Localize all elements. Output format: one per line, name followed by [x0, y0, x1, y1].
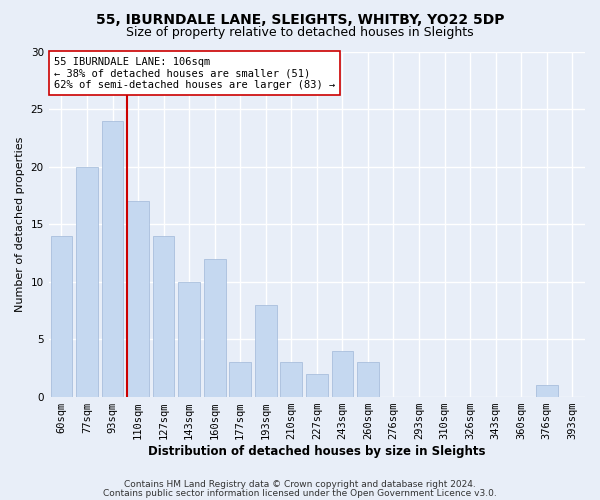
Bar [127, 201, 149, 396]
Bar [178, 282, 200, 397]
Bar [357, 362, 379, 396]
X-axis label: Distribution of detached houses by size in Sleights: Distribution of detached houses by size … [148, 444, 485, 458]
Bar [76, 166, 98, 396]
Bar [536, 385, 557, 396]
Bar [153, 236, 175, 396]
Bar [255, 304, 277, 396]
Text: Contains public sector information licensed under the Open Government Licence v3: Contains public sector information licen… [103, 488, 497, 498]
Y-axis label: Number of detached properties: Number of detached properties [15, 136, 25, 312]
Bar [229, 362, 251, 396]
Bar [332, 350, 353, 397]
Bar [50, 236, 72, 396]
Bar [204, 258, 226, 396]
Text: 55, IBURNDALE LANE, SLEIGHTS, WHITBY, YO22 5DP: 55, IBURNDALE LANE, SLEIGHTS, WHITBY, YO… [96, 12, 504, 26]
Bar [101, 120, 124, 396]
Text: Size of property relative to detached houses in Sleights: Size of property relative to detached ho… [126, 26, 474, 39]
Text: Contains HM Land Registry data © Crown copyright and database right 2024.: Contains HM Land Registry data © Crown c… [124, 480, 476, 489]
Bar [280, 362, 302, 396]
Bar [306, 374, 328, 396]
Text: 55 IBURNDALE LANE: 106sqm
← 38% of detached houses are smaller (51)
62% of semi-: 55 IBURNDALE LANE: 106sqm ← 38% of detac… [54, 56, 335, 90]
